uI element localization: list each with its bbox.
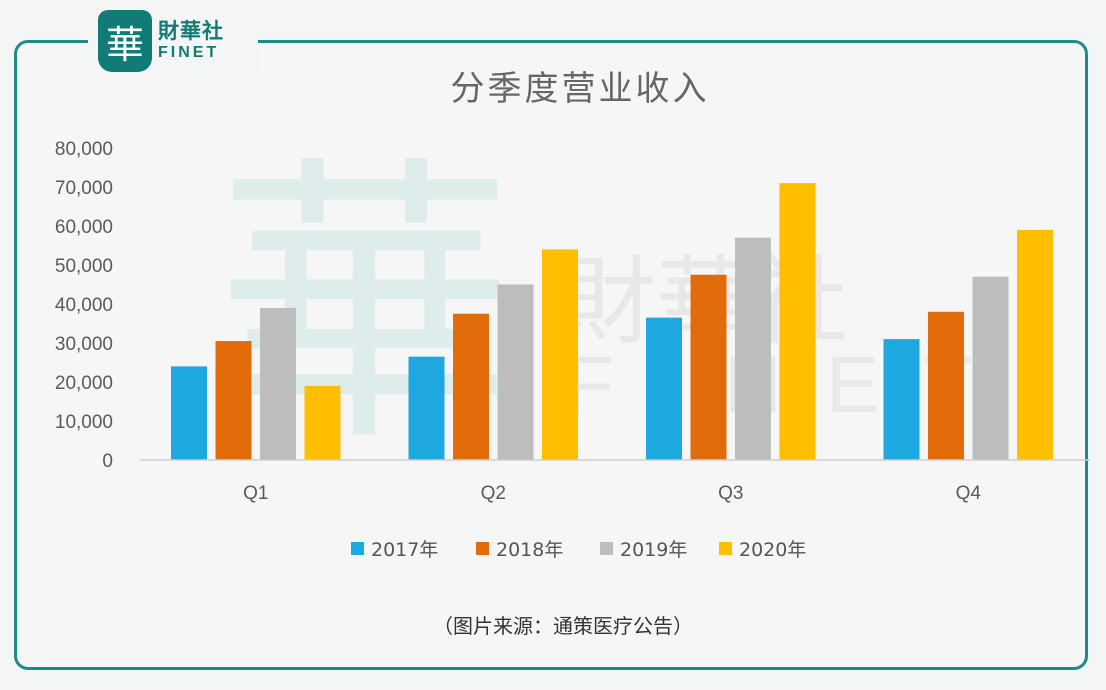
y-tick-label: 10,000 [55, 412, 113, 433]
y-axis: 0 10,000 20,000 30,000 40,000 50,000 60,000 70,… [55, 139, 113, 472]
x-tick-label: Q3 [718, 483, 743, 504]
legend-swatch [600, 542, 613, 555]
source-note: （图片来源：通策医疗公告） [433, 614, 693, 638]
logo-name-en: FINET [158, 44, 220, 61]
y-tick-label: 0 [102, 451, 113, 472]
legend-label: 2019年 [620, 539, 687, 561]
bar-Q2-2020年 [542, 249, 578, 460]
legend-label: 2020年 [739, 539, 806, 561]
x-tick-label: Q4 [956, 483, 982, 504]
x-axis: Q1 Q2 Q3 Q4 [243, 483, 981, 504]
logo-badge: 華 [98, 10, 152, 72]
legend-label: 2018年 [496, 539, 563, 561]
legend-label: 2017年 [371, 539, 438, 561]
bar-Q2-2017年 [408, 356, 445, 460]
bar-Q2-2019年 [497, 284, 534, 460]
bar-Q1-2018年 [215, 341, 252, 460]
chart-title: 分季度营业收入 [451, 69, 710, 109]
x-tick-label: Q1 [243, 483, 268, 504]
y-tick-label: 40,000 [55, 295, 113, 316]
bar-Q2-2018年 [453, 313, 489, 460]
bar-Q3-2019年 [735, 237, 771, 460]
bar-Q1-2019年 [260, 307, 296, 460]
bar-Q4-2019年 [972, 276, 1009, 460]
bar-Q1-2017年 [171, 366, 207, 460]
bar-Q1-2020年 [304, 385, 341, 460]
finet-logo: 華 財華社 FINET [88, 8, 258, 74]
x-tick-label: Q2 [481, 483, 506, 504]
bar-Q4-2017年 [883, 339, 920, 460]
legend-swatch [719, 542, 732, 555]
y-tick-label: 20,000 [55, 373, 113, 394]
y-tick-label: 30,000 [55, 334, 113, 355]
legend-swatch [476, 542, 489, 555]
bar-Q4-2018年 [928, 311, 964, 460]
bar-Q3-2020年 [779, 183, 816, 460]
bar-Q3-2018年 [690, 274, 727, 460]
y-tick-label: 80,000 [55, 139, 113, 160]
y-tick-label: 50,000 [55, 256, 113, 277]
y-tick-label: 70,000 [55, 178, 113, 199]
bars [171, 183, 1053, 460]
legend-swatch [351, 542, 364, 555]
y-tick-label: 60,000 [55, 217, 113, 238]
logo-name-cn: 財華社 [158, 19, 224, 43]
bar-Q4-2020年 [1017, 229, 1053, 460]
legend: 2017年 2018年 2019年 2020年 [351, 539, 806, 561]
bar-Q3-2017年 [646, 317, 682, 460]
